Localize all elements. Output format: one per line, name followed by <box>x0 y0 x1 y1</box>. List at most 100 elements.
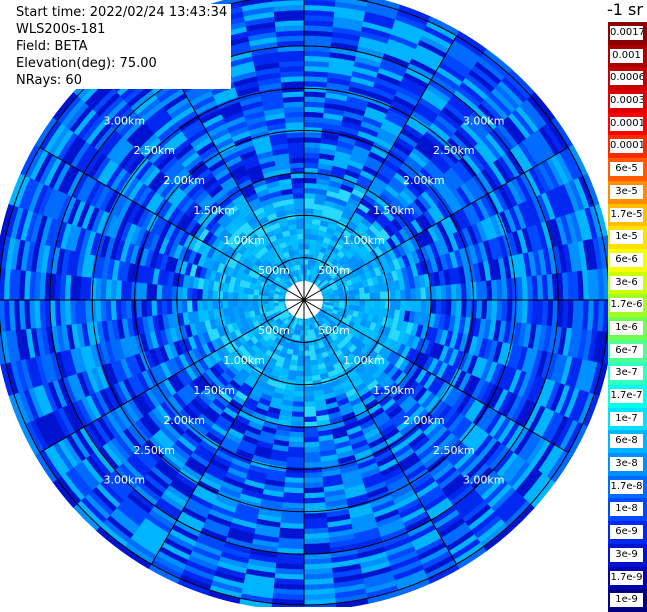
colorbar-level-label: 0.001 <box>610 48 643 63</box>
ppi-cell <box>10 238 21 270</box>
ppi-cell <box>325 401 339 410</box>
ppi-cell <box>353 338 362 349</box>
ppi-cell <box>48 125 70 156</box>
ppi-cell <box>208 158 226 173</box>
ppi-cell <box>403 310 411 323</box>
ppi-cell <box>209 127 230 142</box>
ppi-cell <box>228 379 242 391</box>
ppi-cell <box>187 249 198 264</box>
ppi-cell <box>453 332 464 351</box>
ppi-cell <box>447 413 465 434</box>
ppi-cell <box>243 211 256 222</box>
range-label: 1.00km <box>343 354 385 367</box>
ppi-cell <box>521 276 529 301</box>
ppi-cell <box>429 327 439 343</box>
ppi-cell <box>71 400 89 428</box>
ppi-cell <box>241 257 251 267</box>
ppi-cell <box>54 220 68 249</box>
ppi-cell <box>390 233 402 247</box>
ppi-cell <box>477 473 501 498</box>
ppi-cell <box>140 101 164 123</box>
ppi-cell <box>582 173 600 207</box>
ppi-cell <box>463 118 487 141</box>
ppi-cell <box>420 287 427 301</box>
ppi-cell <box>392 388 407 403</box>
ppi-cell <box>60 98 86 127</box>
ppi-cell <box>285 273 292 280</box>
ppi-cell <box>283 481 304 489</box>
ppi-cell <box>349 154 367 166</box>
ppi-cell <box>268 292 275 297</box>
ppi-cell <box>142 413 161 433</box>
ppi-cell <box>417 39 448 59</box>
ppi-cell <box>355 50 384 64</box>
ppi-cell <box>341 337 350 346</box>
ppi-cell <box>382 467 404 482</box>
ppi-cell <box>336 353 347 363</box>
ppi-cell <box>497 390 514 416</box>
ppi-cell <box>201 343 212 357</box>
ppi-cell <box>37 384 54 414</box>
ppi-cell <box>292 187 305 194</box>
ppi-cell <box>546 157 565 187</box>
ppi-cell <box>214 494 239 509</box>
ppi-cell <box>215 348 226 361</box>
ppi-cell <box>175 110 198 128</box>
colorbar-level-label: 1e-6 <box>610 320 643 335</box>
ppi-cell <box>20 240 31 271</box>
ppi-cell <box>232 306 240 315</box>
ppi-cell <box>562 327 573 357</box>
ppi-cell <box>597 331 608 365</box>
ppi-cell <box>193 395 209 410</box>
ppi-cell <box>20 144 41 176</box>
colorbar-level: 0.001 <box>608 44 647 68</box>
ppi-cell <box>281 502 304 509</box>
ppi-cell <box>329 416 344 425</box>
ppi-cell <box>331 425 347 435</box>
ppi-cell <box>312 384 324 392</box>
ppi-cell <box>326 518 352 529</box>
range-label: 1.00km <box>223 234 265 247</box>
ppi-cell <box>153 346 165 365</box>
ppi-cell <box>68 466 93 495</box>
ppi-cell <box>163 537 193 556</box>
ppi-cell <box>314 399 327 407</box>
ppi-cell <box>538 444 560 475</box>
ppi-cell <box>222 200 236 214</box>
ppi-cell <box>535 378 552 407</box>
ppi-cell <box>184 261 193 276</box>
ppi-cell <box>254 523 281 534</box>
ppi-cell <box>13 299 21 331</box>
ppi-cell <box>242 6 275 17</box>
ppi-cell <box>334 150 352 160</box>
ppi-cell <box>550 452 573 484</box>
ppi-cell <box>206 462 228 477</box>
ppi-cell <box>259 246 269 255</box>
ppi-cell <box>440 364 454 382</box>
ppi-cell <box>517 141 539 169</box>
ppi-cell <box>247 558 277 569</box>
ppi-cell <box>8 299 16 331</box>
ppi-cell <box>298 248 305 255</box>
ppi-cell <box>261 353 271 363</box>
ppi-cell <box>154 252 164 270</box>
ppi-cell <box>341 474 363 485</box>
ppi-cell <box>352 522 378 535</box>
ppi-cell <box>301 320 304 326</box>
ppi-cell <box>555 354 569 384</box>
ppi-cell <box>431 204 446 222</box>
ppi-cell <box>288 277 294 284</box>
ppi-cell <box>389 555 420 572</box>
range-label: 1.50km <box>373 384 415 397</box>
ppi-cell <box>554 152 575 183</box>
ppi-cell <box>487 238 499 261</box>
ppi-cell <box>61 195 77 224</box>
ppi-cell <box>34 451 58 483</box>
ppi-cell <box>304 106 325 113</box>
ppi-cell <box>314 193 327 201</box>
ppi-cell <box>348 289 356 296</box>
ppi-cell <box>207 279 215 291</box>
ppi-cell <box>405 119 428 136</box>
ppi-cell <box>306 324 311 331</box>
ppi-cell <box>261 493 284 503</box>
